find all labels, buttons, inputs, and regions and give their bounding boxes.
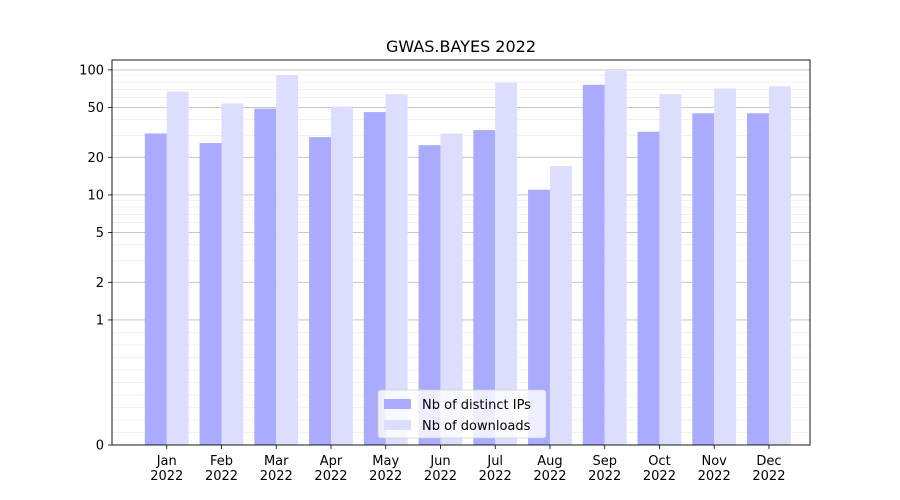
y-tick-label: 2 (96, 276, 104, 291)
bar-downloads-mar (276, 75, 299, 445)
x-tick-label: Dec 2022 (752, 454, 785, 484)
bar-distinct-ips-feb (199, 143, 222, 445)
bar-downloads-aug (549, 166, 572, 445)
bar-downloads-jul (495, 82, 518, 445)
plot-frame (111, 59, 811, 446)
bar-distinct-ips-dec (747, 113, 769, 445)
x-tick-label: Feb 2022 (205, 454, 238, 484)
legend-box (377, 389, 547, 439)
bar-distinct-ips-oct (637, 131, 660, 445)
bar-distinct-ips-aug (528, 189, 550, 445)
bar-downloads-jan (166, 91, 189, 445)
bar-downloads-dec (768, 86, 791, 445)
y-tick-label: 20 (87, 151, 104, 166)
bar-distinct-ips-may (363, 112, 386, 445)
y-tick-label: 100 (79, 63, 104, 78)
bar-downloads-feb (221, 103, 244, 446)
bar-downloads-jun (440, 133, 463, 445)
y-tick-label: 1 (96, 313, 104, 328)
bar-distinct-ips-apr (309, 137, 331, 445)
y-tick-label: 0 (96, 439, 104, 454)
bar-distinct-ips-jul (473, 130, 496, 445)
bar-downloads-oct (659, 94, 682, 446)
bar-downloads-sep (604, 70, 627, 446)
x-tick-label: Mar 2022 (260, 454, 293, 484)
chart-title: GWAS.BAYES 2022 (386, 37, 536, 56)
legend-label: Nb of downloads (422, 419, 531, 434)
bar-distinct-ips-mar (254, 108, 277, 445)
x-tick-label: May 2022 (369, 454, 402, 484)
bar-downloads-nov (714, 88, 737, 446)
legend-swatch (384, 399, 411, 409)
x-tick-label: Apr 2022 (314, 454, 347, 484)
x-tick-label: Jun 2022 (424, 454, 457, 484)
bar-distinct-ips-sep (582, 84, 605, 445)
bar-distinct-ips-jun (418, 145, 441, 445)
x-tick-label: Nov 2022 (698, 454, 731, 484)
bar-distinct-ips-nov (692, 113, 715, 445)
x-tick-label: Jan 2022 (150, 454, 183, 484)
bar-downloads-apr (330, 106, 353, 445)
axes: Jan 2022 Feb 2022 Mar 2022 Apr 2022 May 2022 Jun 20… (79, 59, 811, 484)
legend-swatch (384, 420, 411, 430)
bars (144, 70, 791, 446)
y-tick-label: 5 (96, 226, 104, 241)
x-tick-label: Jul 2022 (479, 454, 512, 484)
y-tick-label: 50 (87, 101, 104, 116)
legend-label: Nb of distinct IPs (422, 398, 531, 413)
bar-downloads-may (385, 94, 408, 446)
x-tick-label: Oct 2022 (643, 454, 676, 484)
legend: Nb of distinct IPs Nb of downloads (377, 389, 547, 439)
y-tick-label: 10 (87, 188, 104, 203)
bar-distinct-ips-jan (144, 133, 167, 445)
x-tick-label: Sep 2022 (588, 454, 621, 484)
x-tick-label: Aug 2022 (533, 454, 566, 484)
